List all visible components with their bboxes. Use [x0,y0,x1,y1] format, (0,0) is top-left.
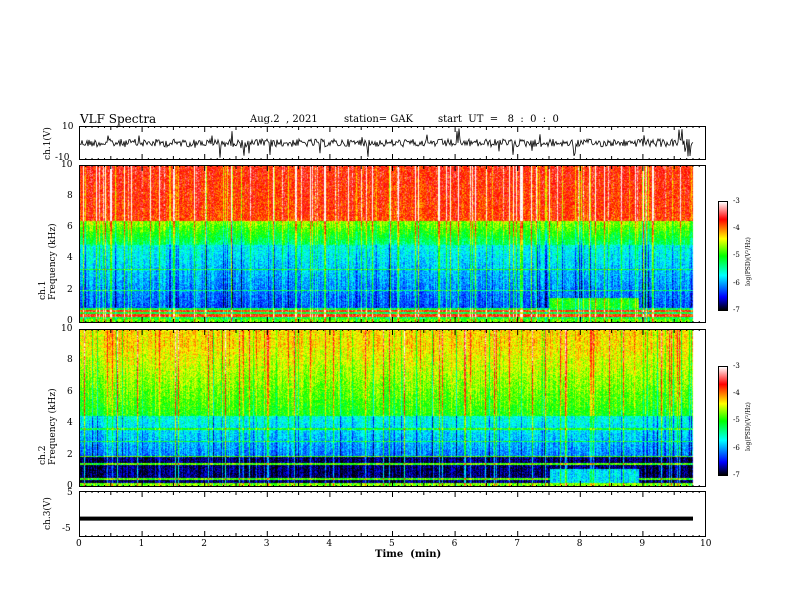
ch2-spec-ytick-4: 4 [67,418,73,428]
ch1-spectrogram [79,165,706,323]
ch2-cb-tick-m7: -7 [733,471,740,479]
ch1-spectrogram-ylabel: ch.1 Frequency (kHz) [38,223,58,300]
x-tick-label-0: 0 [76,539,82,549]
ch2-colorbar-label: log(PSD)(V²/Hz) [745,402,752,451]
ch2-cb-tick-m4: -4 [733,389,740,397]
ch1-spec-ytick-2: 2 [67,285,73,295]
ch2-spec-ytick-0: 0 [67,481,73,491]
ch2-spectrogram [79,329,706,487]
ch1-colorbar-label: log(PSD)(V²/Hz) [745,237,752,286]
station-label: station= GAK [344,114,414,125]
x-tick-label-10: 10 [700,539,712,549]
ch2-cb-tick-m6: -6 [733,444,740,452]
ch1-spec-ytick-6: 6 [67,222,73,232]
ch2-spec-ytick-2: 2 [67,450,73,460]
ch1-waveform-plot [79,126,706,160]
x-tick-label-7: 7 [514,539,520,549]
x-tick-label-1: 1 [138,539,145,549]
ch3-waveform-ylabel: ch.3(V) [43,497,53,530]
ch1-cb-tick-m6: -6 [733,279,740,287]
start-time-label: start UT = 8 : 0 : 0 [438,114,559,125]
ch3-ytick-m5: -5 [62,524,71,534]
x-tick-label-5: 5 [389,539,395,549]
x-tick-label-3: 3 [263,539,270,549]
ch1-ytick-bottom: -10 [55,153,70,163]
x-axis-label: Time (min) [375,549,442,560]
ch1-cb-tick-m7: -7 [733,306,740,314]
ch1-spec-ytick-4: 4 [67,253,73,263]
ch2-spec-ytick-6: 6 [67,387,73,397]
ch1-cb-tick-m5: -5 [733,251,740,259]
ch1-ytick-top: 10 [62,122,74,132]
x-tick-label-6: 6 [451,539,458,549]
x-tick-label-2: 2 [201,539,207,549]
ch2-spec-ytick-8: 8 [67,355,73,365]
ch3-waveform-plot [79,491,706,537]
ch3-trace [79,516,693,521]
x-tick-label-9: 9 [639,539,646,549]
ch1-spec-ytick-10: 10 [61,160,73,170]
ch1-cb-tick-m3: -3 [733,197,740,205]
ch2-spec-ytick-10: 10 [61,324,73,334]
chart-title: VLF Spectra [80,112,157,126]
ch2-cb-tick-m5: -5 [733,416,740,424]
ch1-colorbar [718,201,728,311]
ch2-colorbar [718,366,728,476]
ch3-ytick-5: 5 [67,488,73,498]
x-tick-label-4: 4 [326,539,333,549]
ch1-cb-tick-m4: -4 [733,224,740,232]
ch1-spec-ytick-0: 0 [67,316,73,326]
ch2-cb-tick-m3: -3 [733,362,740,370]
ch2-spectrogram-ylabel: ch.2 Frequency (kHz) [38,388,58,465]
date-label: Aug.2 , 2021 [250,114,318,125]
x-tick-label-8: 8 [576,539,583,549]
ch1-waveform-ylabel: ch.1(V) [43,127,53,160]
ch2-spectrogram-canvas [79,329,706,487]
ch1-spec-ytick-8: 8 [67,191,73,201]
ch1-spectrogram-canvas [79,165,706,323]
